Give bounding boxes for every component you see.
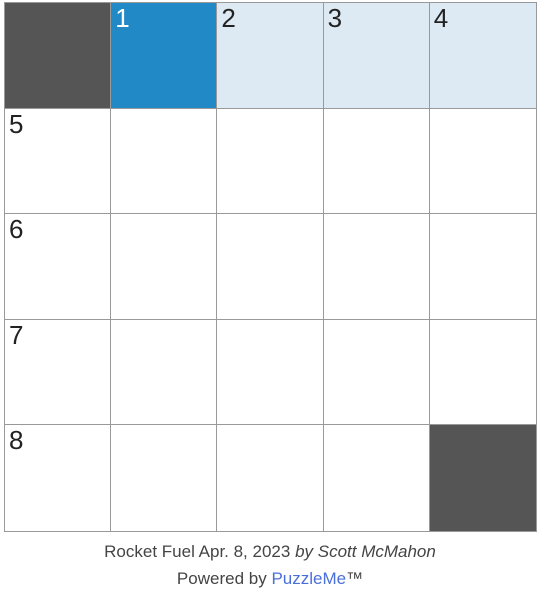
brand-link[interactable]: PuzzleMe bbox=[271, 569, 347, 588]
grid-cell[interactable]: 6 bbox=[5, 214, 112, 320]
clue-number: 6 bbox=[9, 214, 24, 245]
grid-cell[interactable] bbox=[111, 108, 218, 215]
clue-number: 8 bbox=[9, 425, 24, 456]
powered-by: Powered by PuzzleMe™ bbox=[0, 565, 540, 592]
powered-text: Powered by bbox=[176, 569, 267, 588]
clue-number: 1 bbox=[115, 3, 130, 33]
grid-cell[interactable] bbox=[323, 319, 430, 426]
grid-cell[interactable] bbox=[429, 108, 536, 215]
block-cell bbox=[429, 425, 536, 531]
grid-cell[interactable] bbox=[217, 108, 324, 215]
grid-cell[interactable] bbox=[111, 214, 218, 320]
clue-number: 2 bbox=[221, 3, 236, 33]
grid-cell[interactable] bbox=[111, 425, 218, 531]
grid-cell[interactable]: 7 bbox=[5, 319, 112, 426]
grid-cell[interactable] bbox=[217, 319, 324, 426]
clue-number: 4 bbox=[433, 3, 449, 33]
grid-cell[interactable] bbox=[429, 319, 536, 426]
grid-cell[interactable]: 1 bbox=[111, 3, 218, 109]
grid-cell[interactable]: 2 bbox=[217, 3, 324, 109]
footer: Rocket Fuel Apr. 8, 2023 by Scott McMaho… bbox=[0, 538, 540, 592]
grid-cell[interactable] bbox=[323, 108, 430, 215]
crossword-grid: 1 2 3 4 5 6 7 8 bbox=[4, 2, 537, 532]
grid-cell[interactable] bbox=[217, 425, 324, 531]
grid-cell[interactable]: 4 bbox=[429, 3, 536, 109]
grid-cell[interactable] bbox=[217, 214, 324, 320]
puzzle-title: Rocket Fuel Apr. 8, 2023 bbox=[104, 542, 291, 561]
puzzle-info: Rocket Fuel Apr. 8, 2023 by Scott McMaho… bbox=[0, 538, 540, 565]
grid-cell[interactable]: 5 bbox=[5, 108, 112, 215]
grid-cell[interactable] bbox=[111, 319, 218, 426]
grid-cell[interactable]: 8 bbox=[5, 425, 112, 531]
grid-cell[interactable] bbox=[323, 425, 430, 531]
block-cell bbox=[5, 3, 112, 109]
trademark: ™ bbox=[346, 569, 364, 588]
clue-number: 7 bbox=[9, 319, 24, 350]
clue-number: 5 bbox=[9, 108, 24, 139]
clue-number: 3 bbox=[327, 3, 343, 33]
grid-cell[interactable]: 3 bbox=[323, 3, 430, 109]
grid-cell[interactable] bbox=[323, 214, 430, 320]
byline: by Scott McMahon bbox=[295, 542, 436, 561]
grid-cell[interactable] bbox=[429, 214, 536, 320]
